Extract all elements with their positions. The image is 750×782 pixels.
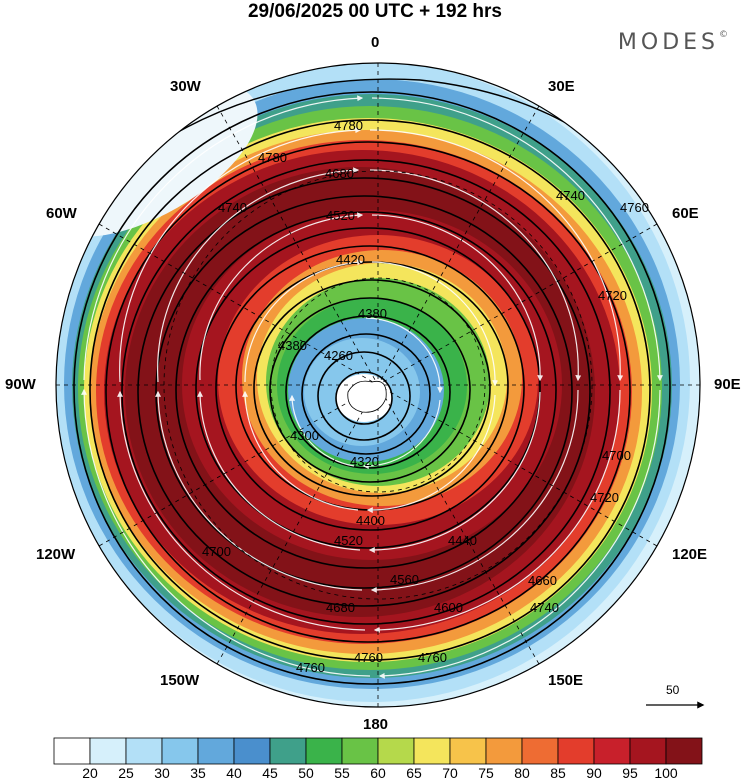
colorbar-tick-label: 40 — [226, 765, 242, 781]
colorbar-swatch — [341, 737, 379, 765]
contour-label: 4720 — [590, 490, 619, 505]
colorbar-tick-label: 50 — [298, 765, 314, 781]
colorbar-tick-label: 25 — [118, 765, 134, 781]
streamlines — [81, 95, 663, 679]
colorbar-tick-label: 60 — [370, 765, 386, 781]
contour-label: 4560 — [390, 572, 419, 587]
contour-label: 4760 — [296, 660, 325, 675]
lon-label-30w: 30W — [170, 78, 201, 95]
colorbar-tick-label: 20 — [82, 765, 98, 781]
contour-label: 4740 — [530, 600, 559, 615]
map-title: 29/06/2025 00 UTC + 192 hrs — [247, 1, 503, 22]
colorbar-tick-label: 85 — [550, 765, 566, 781]
arctic-coastline — [347, 380, 387, 413]
lon-label-0: 0 — [371, 34, 380, 51]
lon-label-30e: 30E — [548, 78, 575, 95]
contour-label-group: 4780 4780 4740 4760 4740 4720 4680 4520 … — [202, 118, 649, 675]
colorbar-tick-label: 45 — [262, 765, 278, 781]
map-boundary — [55, 62, 701, 708]
contour-label: 4600 — [434, 600, 463, 615]
lon-label-120w: 120W — [36, 546, 76, 563]
contour-label: 4760 — [620, 200, 649, 215]
contour-label: 4760 — [418, 650, 447, 665]
contour-label: 4660 — [528, 573, 557, 588]
colorbar-tick-label: 90 — [586, 765, 602, 781]
colorbar-boxes — [53, 737, 703, 765]
contour-label: 4780 — [258, 150, 287, 165]
colorbar-swatch — [125, 737, 163, 765]
lon-label-150e: 150E — [548, 672, 584, 689]
colorbar-tick-label: 80 — [514, 765, 530, 781]
lon-label-60w: 60W — [46, 205, 77, 222]
contour-label: 4380 — [358, 306, 387, 321]
lon-label-120e: 120E — [672, 546, 708, 563]
colorbar-tick-label: 65 — [406, 765, 422, 781]
colorbar-swatch — [521, 737, 559, 765]
colorbar-swatch — [161, 737, 199, 765]
colorbar-swatch — [593, 737, 631, 765]
colorbar-swatch — [233, 737, 271, 765]
contour-label: 4300 — [290, 428, 319, 443]
contour-label: 4520 — [334, 533, 363, 548]
lon-label-90e: 90E — [714, 376, 741, 393]
contour-label: 4720 — [598, 288, 627, 303]
colorbar-tick-label: 70 — [442, 765, 458, 781]
contour-label: 4380 — [278, 338, 307, 353]
contour-label: 4700 — [602, 448, 631, 463]
contour-label: 4400 — [356, 513, 385, 528]
colorbar-tick-label: 100 — [654, 765, 678, 781]
colorbar-swatch — [413, 737, 451, 765]
colorbar-tick-label: 95 — [622, 765, 638, 781]
colorbar-swatch — [89, 737, 127, 765]
contour-label: 4260 — [324, 348, 353, 363]
contour-label: 4520 — [326, 208, 355, 223]
lon-label-60e: 60E — [672, 205, 699, 222]
colorbar-swatch — [449, 737, 487, 765]
colorbar-swatch — [377, 737, 415, 765]
contour-label: 4680 — [325, 166, 354, 181]
contour-label: 4680 — [326, 600, 355, 615]
reference-vector-label: 50 — [666, 683, 680, 697]
lon-label-90w: 90W — [5, 376, 36, 393]
contour-label: 4760 — [354, 650, 383, 665]
colorbar-swatch — [485, 737, 523, 765]
lon-label-150w: 150W — [160, 672, 200, 689]
contour-label: 4420 — [336, 252, 365, 267]
colorbar-swatch — [665, 737, 703, 765]
colorbar-tick-label: 30 — [154, 765, 170, 781]
colorbar: 20 25 30 35 40 45 50 55 60 65 70 75 80 85 90 95 100 — [53, 737, 703, 781]
colorbar-swatch — [305, 737, 343, 765]
contour-label: 4440 — [448, 533, 477, 548]
contour-label: 4740 — [218, 200, 247, 215]
contour-label: 4320 — [350, 454, 379, 469]
colorbar-tick-label: 55 — [334, 765, 350, 781]
colorbar-swatch — [629, 737, 667, 765]
colorbar-tick-label: 75 — [478, 765, 494, 781]
colorbar-swatch — [269, 737, 307, 765]
colorbar-labels: 20 25 30 35 40 45 50 55 60 65 70 75 80 85 90 95 100 — [82, 765, 678, 781]
lon-label-180: 180 — [363, 716, 389, 733]
contour-label: 4780 — [334, 118, 363, 133]
colorbar-tick-label: 35 — [190, 765, 206, 781]
colorbar-swatch — [197, 737, 235, 765]
colorbar-swatch — [557, 737, 595, 765]
modes-logo: MODES© — [617, 30, 728, 55]
colorbar-swatch — [53, 737, 91, 765]
contour-label: 4740 — [556, 188, 585, 203]
contour-label: 4700 — [202, 544, 231, 559]
